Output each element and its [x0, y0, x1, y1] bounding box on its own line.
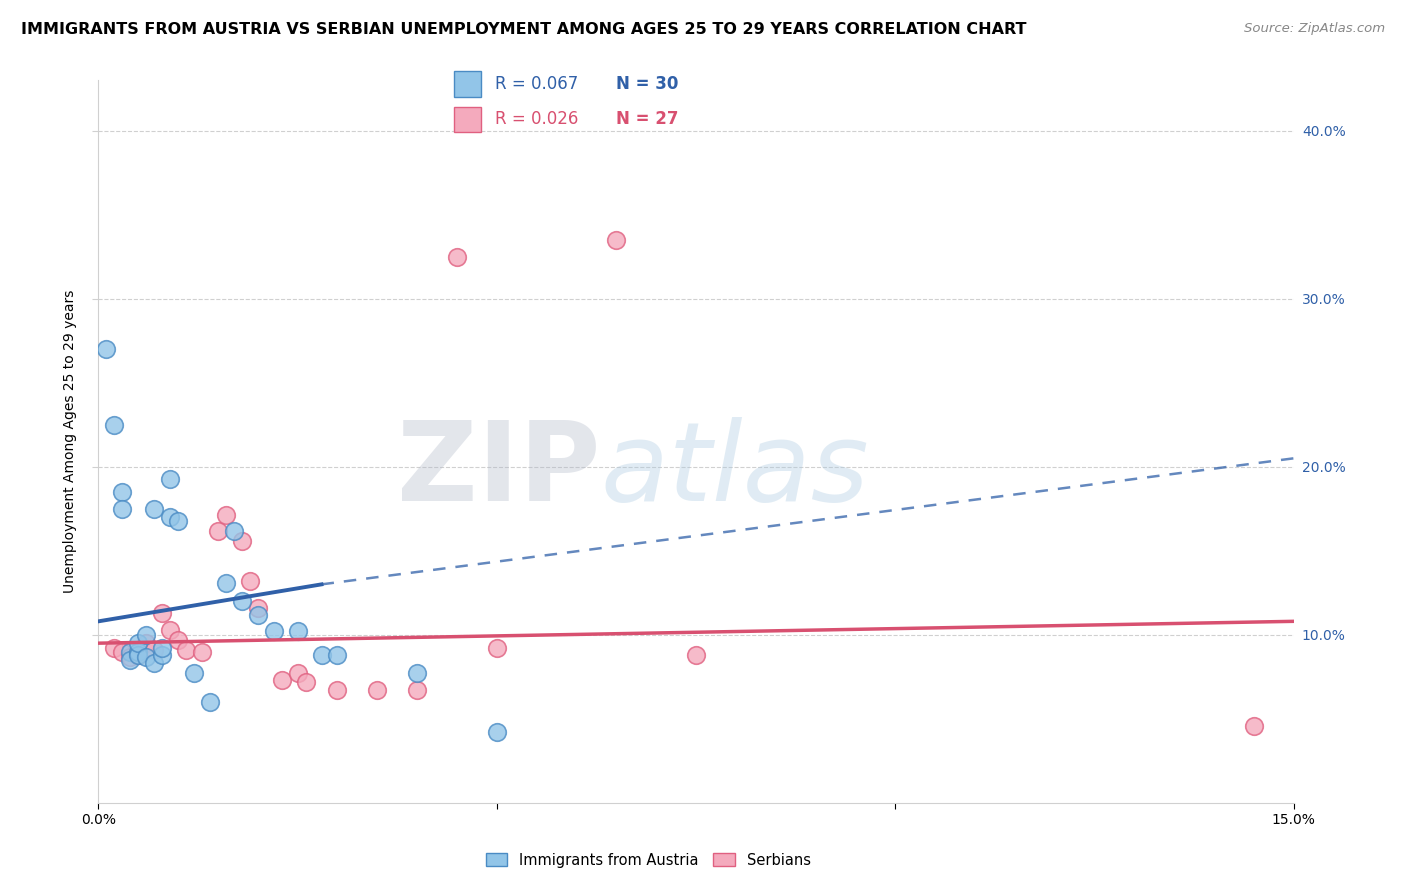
Point: [191, 644, 214, 658]
Point: [120, 649, 142, 664]
Point: [366, 683, 388, 698]
Point: [150, 648, 173, 662]
Point: [96, 342, 118, 356]
Point: [135, 636, 157, 650]
Point: [406, 683, 429, 698]
Point: [150, 606, 173, 620]
FancyBboxPatch shape: [454, 107, 481, 132]
Point: [135, 649, 157, 664]
Point: [103, 641, 125, 656]
Legend: Immigrants from Austria, Serbians: Immigrants from Austria, Serbians: [485, 853, 811, 868]
Point: [111, 644, 134, 658]
Point: [207, 524, 229, 538]
Text: Source: ZipAtlas.com: Source: ZipAtlas.com: [1244, 22, 1385, 36]
Point: [263, 624, 285, 639]
Point: [246, 600, 269, 615]
Point: [215, 575, 238, 590]
Point: [326, 683, 349, 698]
Point: [111, 485, 134, 500]
Point: [183, 666, 205, 681]
Point: [1243, 718, 1265, 732]
Point: [485, 725, 508, 739]
Point: [150, 641, 173, 656]
Point: [111, 501, 134, 516]
Point: [143, 657, 166, 671]
FancyBboxPatch shape: [454, 71, 481, 97]
Point: [311, 648, 333, 662]
Point: [239, 574, 262, 588]
Point: [605, 233, 627, 247]
Text: R = 0.067: R = 0.067: [495, 75, 578, 93]
Point: [287, 666, 309, 681]
Point: [103, 417, 125, 432]
Y-axis label: Unemployment Among Ages 25 to 29 years: Unemployment Among Ages 25 to 29 years: [63, 290, 77, 593]
Point: [446, 250, 468, 264]
Point: [127, 644, 149, 658]
Text: N = 27: N = 27: [616, 111, 678, 128]
Point: [159, 510, 181, 524]
Point: [167, 514, 190, 528]
Point: [685, 648, 707, 662]
Point: [215, 508, 238, 523]
Point: [143, 643, 166, 657]
Point: [294, 674, 316, 689]
Text: N = 30: N = 30: [616, 75, 678, 93]
Point: [270, 673, 292, 687]
Point: [159, 623, 181, 637]
Point: [231, 594, 253, 608]
Point: [159, 471, 181, 485]
Point: [485, 641, 508, 656]
Text: R = 0.026: R = 0.026: [495, 111, 578, 128]
Point: [246, 607, 269, 622]
Point: [174, 643, 197, 657]
Point: [120, 653, 142, 667]
Point: [120, 644, 142, 658]
Text: ZIP: ZIP: [396, 417, 600, 524]
Point: [143, 501, 166, 516]
Point: [135, 628, 157, 642]
Point: [127, 648, 149, 662]
Text: IMMIGRANTS FROM AUSTRIA VS SERBIAN UNEMPLOYMENT AMONG AGES 25 TO 29 YEARS CORREL: IMMIGRANTS FROM AUSTRIA VS SERBIAN UNEMP…: [21, 22, 1026, 37]
Point: [198, 695, 221, 709]
Point: [287, 624, 309, 639]
Point: [127, 648, 149, 662]
Text: atlas: atlas: [600, 417, 869, 524]
Point: [222, 524, 245, 538]
Point: [167, 632, 190, 647]
Point: [127, 636, 149, 650]
Point: [231, 533, 253, 548]
Point: [406, 666, 429, 681]
Point: [326, 648, 349, 662]
